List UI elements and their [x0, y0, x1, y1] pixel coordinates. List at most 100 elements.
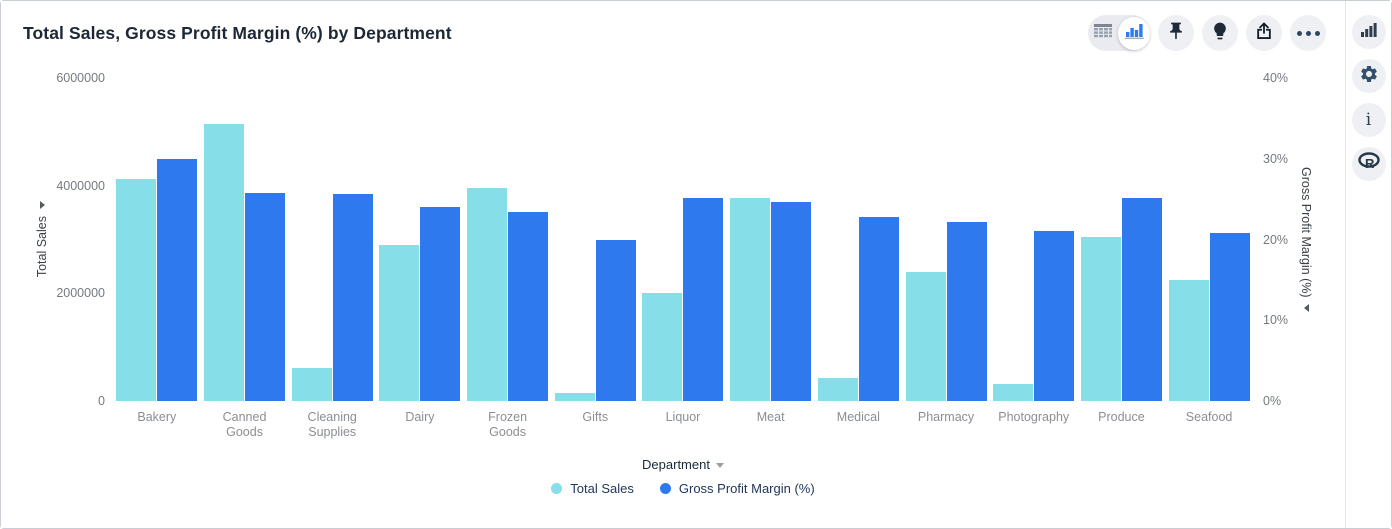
bar-group — [113, 78, 201, 401]
x-axis-category-label: Dairy — [405, 410, 435, 424]
y-axis-right-ticks: 0% 10% 20% 30% 40% — [1263, 71, 1323, 408]
y-axis-tick-label: 10% — [1263, 313, 1289, 328]
pin-icon — [1166, 21, 1186, 46]
x-axis-category-label: Meat — [756, 410, 785, 424]
r-analytics-button[interactable]: R — [1351, 147, 1386, 181]
sort-arrow-icon — [39, 201, 45, 210]
table-icon — [1093, 23, 1113, 44]
column-chart-icon — [1360, 22, 1378, 43]
x-axis-category-label: Cleaning Supplies — [307, 410, 357, 439]
y-axis-tick-label: 0% — [1263, 394, 1282, 408]
bar-group — [464, 78, 552, 401]
y-axis-tick-label: 40% — [1263, 71, 1289, 85]
bar-group — [1078, 78, 1166, 401]
bar-group — [1165, 78, 1253, 401]
legend-dot-icon — [551, 483, 563, 494]
bar[interactable] — [993, 383, 1034, 401]
bar-group — [990, 78, 1078, 401]
y-axis-tick-label: 20% — [1263, 232, 1289, 247]
bar[interactable] — [554, 392, 595, 401]
legend-item[interactable]: Gross Profit Margin (%) — [659, 481, 815, 496]
x-axis-category-label: Gifts — [582, 410, 609, 424]
lightbulb-icon — [1210, 21, 1230, 46]
table-view-button[interactable] — [1088, 15, 1118, 51]
x-axis-title-label: Department — [642, 457, 710, 472]
y-axis-tick-label: 6000000 — [56, 71, 105, 85]
bar[interactable] — [595, 239, 636, 401]
y-axis-left-title[interactable]: Total Sales — [31, 78, 53, 401]
bar[interactable] — [420, 207, 461, 401]
bar[interactable] — [730, 197, 771, 401]
bar-group — [551, 78, 639, 401]
x-axis-title[interactable]: Department — [113, 457, 1253, 472]
bar[interactable] — [817, 377, 858, 401]
bar[interactable] — [204, 124, 245, 401]
bar-group — [727, 78, 815, 401]
x-axis-category-label: Canned Goods — [222, 410, 267, 439]
legend-label: Gross Profit Margin (%) — [678, 481, 815, 496]
bar[interactable] — [1168, 280, 1209, 401]
gear-icon — [1359, 64, 1379, 89]
bar[interactable] — [1034, 230, 1075, 401]
pin-button[interactable] — [1158, 15, 1194, 51]
bar[interactable] — [245, 193, 286, 401]
bar[interactable] — [642, 293, 683, 401]
insights-button[interactable] — [1202, 15, 1238, 51]
bar[interactable] — [905, 271, 946, 401]
y-axis-right-title[interactable]: Gross Profit Margin (%) — [1295, 78, 1317, 401]
bar[interactable] — [1080, 236, 1121, 401]
bar[interactable] — [467, 187, 508, 401]
x-axis-category-label: Medical — [836, 410, 880, 424]
bar[interactable] — [291, 367, 332, 401]
bar[interactable] — [683, 197, 724, 401]
plot-area — [113, 78, 1253, 401]
bar[interactable] — [771, 202, 812, 401]
page-title: Total Sales, Gross Profit Margin (%) by … — [23, 23, 452, 43]
svg-text:R: R — [1365, 156, 1375, 171]
y-axis-tick-label: 4000000 — [56, 178, 105, 193]
bar[interactable] — [946, 221, 987, 401]
share-icon — [1254, 21, 1274, 46]
bar-chart-icon — [1124, 23, 1144, 44]
bar[interactable] — [1121, 198, 1162, 401]
info-button[interactable]: i — [1351, 103, 1386, 137]
bar-group — [902, 78, 990, 401]
bar-group — [201, 78, 289, 401]
x-axis-category-label: Pharmacy — [917, 410, 975, 424]
side-rail: i R — [1345, 1, 1391, 528]
x-axis-category-label: Frozen Goods — [488, 410, 528, 439]
legend-item[interactable]: Total Sales — [551, 481, 634, 496]
bar[interactable] — [508, 212, 549, 401]
info-icon: i — [1365, 110, 1372, 130]
y-axis-left-ticks: 0 2000000 4000000 6000000 — [1, 71, 105, 408]
share-button[interactable] — [1246, 15, 1282, 51]
ellipsis-icon — [1296, 30, 1320, 36]
chart-card: Total Sales, Gross Profit Margin (%) by … — [1, 1, 1345, 528]
y-axis-tick-label: 2000000 — [56, 286, 105, 301]
x-axis-category-labels: Bakery Canned Goods Cleaning Supplies Dairy… — [113, 410, 1253, 440]
bar[interactable] — [157, 158, 198, 401]
settings-button[interactable] — [1351, 59, 1386, 93]
chevron-down-icon — [715, 463, 724, 468]
chart-type-button[interactable] — [1351, 15, 1386, 49]
x-axis-category-label: Seafood — [1185, 410, 1233, 424]
bar-group — [288, 78, 376, 401]
bar[interactable] — [332, 194, 373, 401]
y-axis-right-title-label: Gross Profit Margin (%) — [1299, 166, 1313, 298]
toolbar — [1088, 15, 1326, 51]
bar-group — [815, 78, 903, 401]
bar[interactable] — [1209, 233, 1250, 401]
x-axis-category-label: Photography — [998, 410, 1070, 424]
bar-group — [639, 78, 727, 401]
sort-arrow-icon — [1303, 304, 1309, 313]
bar-group — [376, 78, 464, 401]
x-axis-category-label: Bakery — [137, 410, 177, 424]
more-options-button[interactable] — [1290, 15, 1326, 51]
bar[interactable] — [379, 244, 420, 401]
chart-view-button[interactable] — [1118, 16, 1150, 50]
legend-dot-icon — [659, 483, 671, 494]
view-toggle — [1088, 15, 1150, 51]
bar[interactable] — [116, 178, 157, 401]
bar[interactable] — [858, 216, 899, 401]
